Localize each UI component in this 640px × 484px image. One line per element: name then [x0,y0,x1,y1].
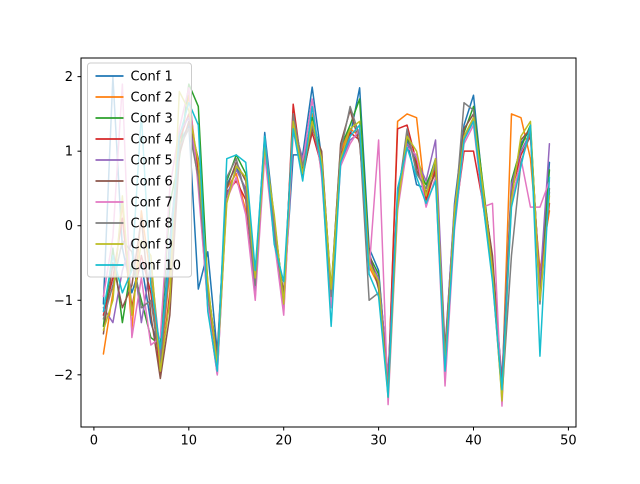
legend-label-conf-3: Conf 3 [131,112,173,127]
legend-label-conf-6: Conf 6 [131,175,173,190]
legend-entry-conf-8: Conf 8 [95,217,173,232]
legend-label-conf-1: Conf 1 [131,70,173,85]
x-axis: 0 10 20 30 40 50 [90,427,577,449]
legend-label-conf-5: Conf 5 [131,154,173,169]
y-tick-label-2: 2 [65,70,73,85]
plot-border [80,57,577,428]
legend-entry-conf-4: Conf 4 [95,133,173,148]
legend-label-conf-4: Conf 4 [131,133,173,148]
y-tick-label-1: 1 [65,145,73,160]
x-tick-label-30: 30 [370,434,387,449]
legend-entry-conf-2: Conf 2 [95,91,173,106]
legend-entry-conf-7: Conf 7 [95,196,173,211]
legend-entry-conf-3: Conf 3 [95,112,173,127]
legend: Conf 1 Conf 2 Conf 3 Conf 4 Conf 5 Conf 6 Conf… [87,62,192,278]
legend-entry-conf-10: Conf 10 [95,259,182,274]
legend-entry-conf-9: Conf 9 [95,238,173,253]
legend-entry-conf-5: Conf 5 [95,154,173,169]
legend-label-conf-7: Conf 7 [131,196,173,211]
y-tick-label--1: −1 [54,294,73,309]
legend-label-conf-8: Conf 8 [131,217,173,232]
legend-entry-conf-1: Conf 1 [95,70,173,85]
legend-label-conf-2: Conf 2 [131,91,173,106]
y-tick-label-0: 0 [65,219,73,234]
x-tick-label-0: 0 [90,434,98,449]
legend-label-conf-10: Conf 10 [131,259,182,274]
y-axis: −2 −1 0 1 2 [54,70,81,383]
legend-label-conf-9: Conf 9 [131,238,173,253]
x-tick-label-50: 50 [560,434,577,449]
x-tick-label-40: 40 [465,434,482,449]
y-tick-label--2: −2 [54,368,73,383]
x-tick-label-10: 10 [181,434,198,449]
x-tick-label-20: 20 [275,434,292,449]
legend-entry-conf-6: Conf 6 [95,175,173,190]
